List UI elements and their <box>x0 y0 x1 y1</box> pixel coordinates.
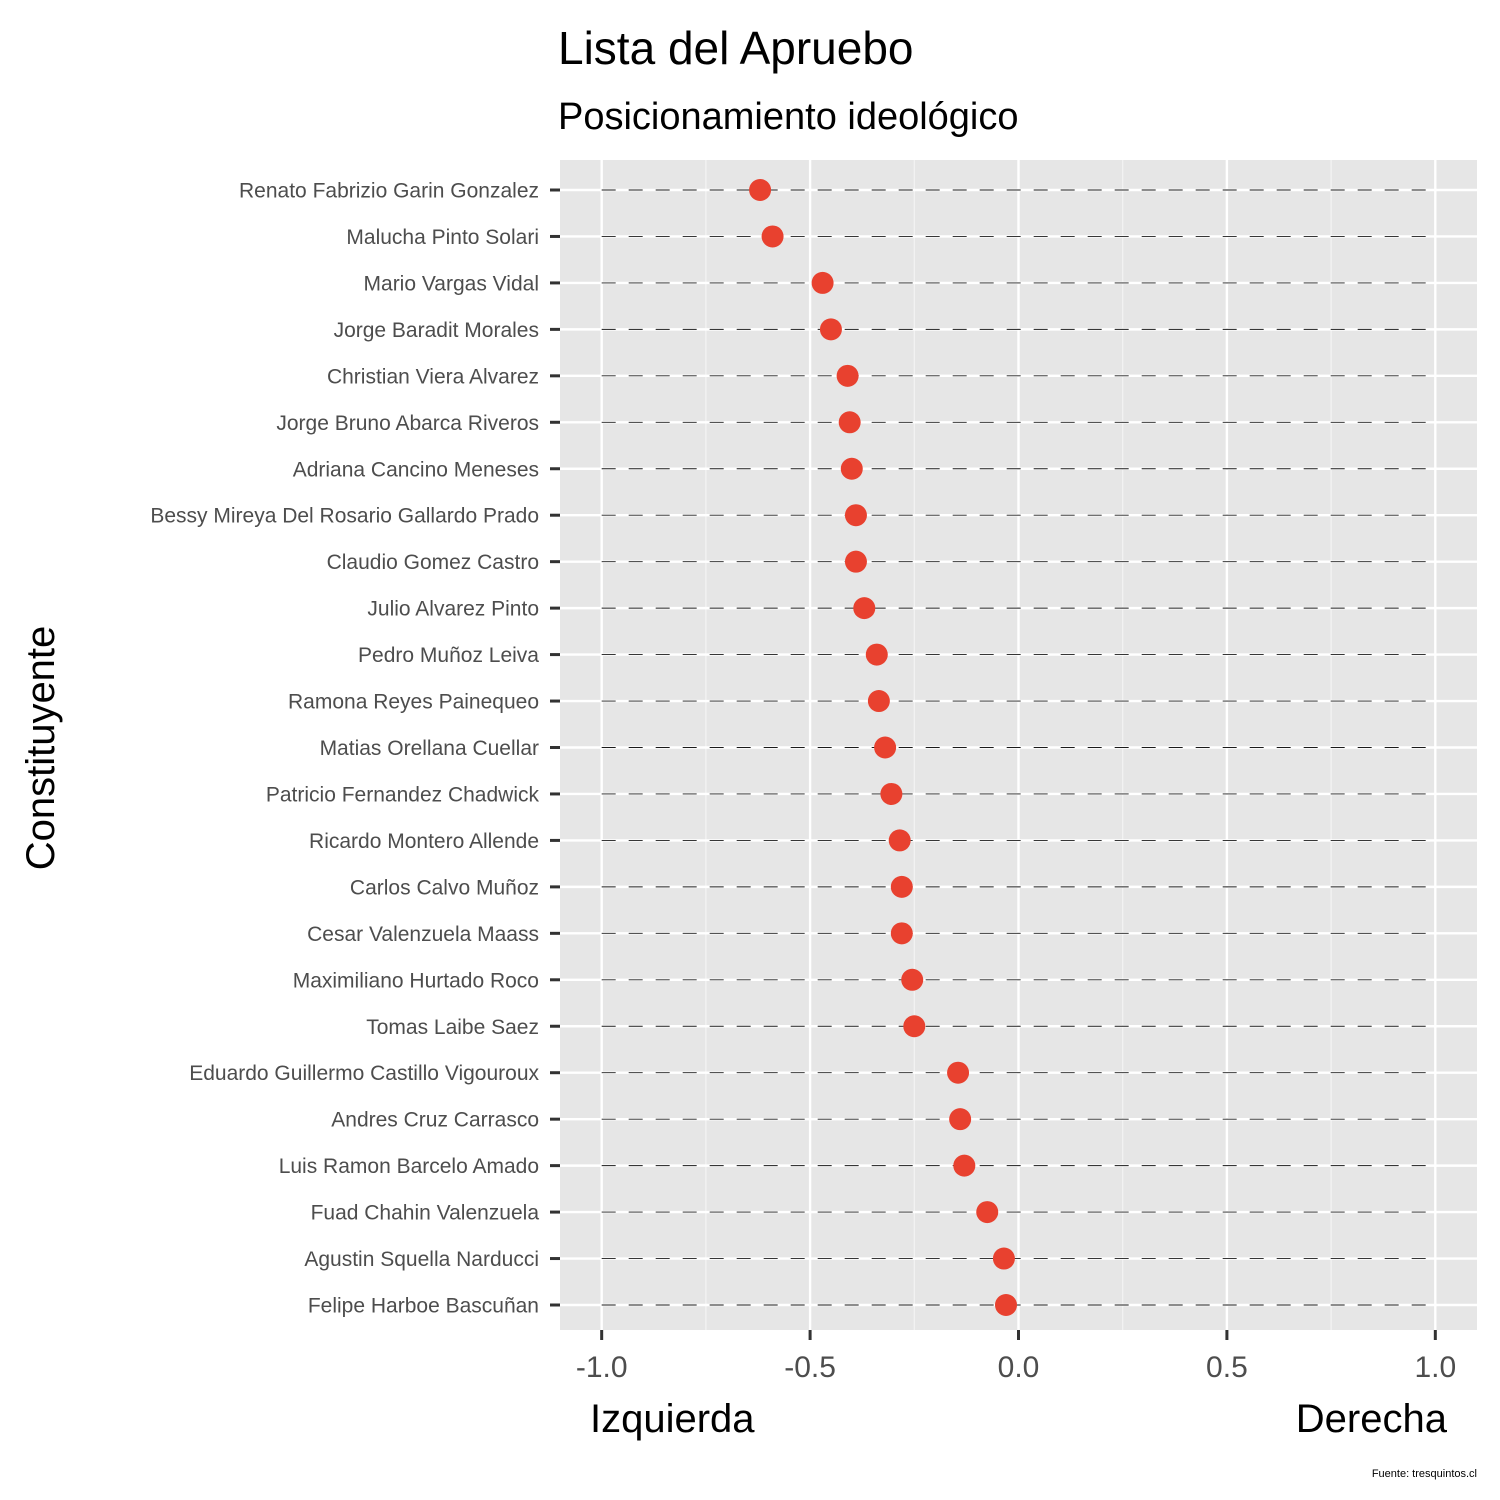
y-tick-label: Jorge Baradit Morales <box>334 319 539 342</box>
y-tick-label: Cesar Valenzuela Maass <box>307 923 539 946</box>
x-tick-label: 0.0 <box>998 1351 1040 1384</box>
y-tick-label: Carlos Calvo Muñoz <box>350 876 539 899</box>
data-point <box>844 550 867 573</box>
data-point <box>749 179 772 201</box>
y-tick-label: Christian Viera Alvarez <box>327 365 539 388</box>
data-point <box>819 318 842 341</box>
y-tick-label: Jorge Bruno Abarca Riveros <box>276 412 539 435</box>
data-point <box>880 782 903 805</box>
y-tick-label: Renato Fabrizio Garin Gonzalez <box>239 180 539 203</box>
data-point <box>853 597 876 620</box>
y-tick-label: Claudio Gomez Castro <box>327 551 539 574</box>
y-tick-label: Ricardo Montero Allende <box>309 830 539 853</box>
data-point <box>903 1015 926 1038</box>
y-axis-title: Constituyente <box>19 626 63 871</box>
y-tick-label: Mario Vargas Vidal <box>364 272 539 295</box>
data-point <box>953 1154 976 1177</box>
y-tick-label: Felipe Harboe Bascuñan <box>308 1295 539 1318</box>
data-point <box>992 1247 1015 1270</box>
data-point <box>867 690 890 713</box>
data-point <box>994 1294 1017 1316</box>
y-tick-label: Adriana Cancino Meneses <box>293 458 539 481</box>
data-point <box>836 364 859 387</box>
chart-title: Lista del Apruebo <box>558 22 914 74</box>
data-point <box>947 1061 970 1084</box>
data-point <box>838 411 861 434</box>
y-tick-label: Pedro Muñoz Leiva <box>358 644 539 667</box>
chart-subtitle: Posicionamiento ideológico <box>558 96 1019 138</box>
y-tick-label: Julio Alvarez Pinto <box>367 598 539 621</box>
data-point <box>874 736 897 759</box>
source-caption: Fuente: tresquintos.cl <box>1372 1468 1477 1480</box>
y-tick-label: Patricio Fernandez Chadwick <box>266 783 540 806</box>
y-axis-labels: Renato Fabrizio Garin Gonzalez Malucha Pi… <box>150 180 560 1318</box>
x-axis-title-left: Izquierda <box>590 1397 755 1441</box>
x-tick-label: 1.0 <box>1414 1351 1456 1384</box>
y-tick-label: Eduardo Guillermo Castillo Vigouroux <box>189 1062 539 1085</box>
data-point <box>840 457 863 480</box>
y-tick-label: Ramona Reyes Painequeo <box>288 691 539 714</box>
x-tick-label: -1.0 <box>576 1351 628 1384</box>
data-point <box>976 1201 999 1224</box>
data-point <box>890 875 913 898</box>
y-tick-label: Andres Cruz Carrasco <box>331 1109 539 1132</box>
y-tick-label: Malucha Pinto Solari <box>346 226 539 249</box>
data-point <box>811 271 834 294</box>
data-point <box>901 968 924 991</box>
y-tick-label: Bessy Mireya Del Rosario Gallardo Prado <box>150 505 539 528</box>
y-tick-label: Maximiliano Hurtado Roco <box>293 969 539 992</box>
y-tick-label: Matias Orellana Cuellar <box>320 737 539 760</box>
y-tick-label: Agustin Squella Narducci <box>304 1248 539 1271</box>
data-point <box>865 643 888 666</box>
y-tick-label: Luis Ramon Barcelo Amado <box>279 1155 539 1178</box>
x-axis: -1.0 -0.5 0.0 0.5 1.0 <box>576 1330 1456 1384</box>
x-tick-label: -0.5 <box>784 1351 836 1384</box>
data-point <box>761 225 784 248</box>
y-tick-label: Tomas Laibe Saez <box>366 1016 539 1039</box>
x-tick-label: 0.5 <box>1206 1351 1248 1384</box>
plot-panel <box>560 160 1477 1330</box>
data-point <box>890 922 913 945</box>
x-axis-title-right: Derecha <box>1296 1397 1448 1441</box>
data-point <box>888 829 911 852</box>
data-point <box>844 504 867 527</box>
data-point <box>949 1108 972 1131</box>
y-tick-label: Fuad Chahin Valenzuela <box>311 1202 540 1225</box>
